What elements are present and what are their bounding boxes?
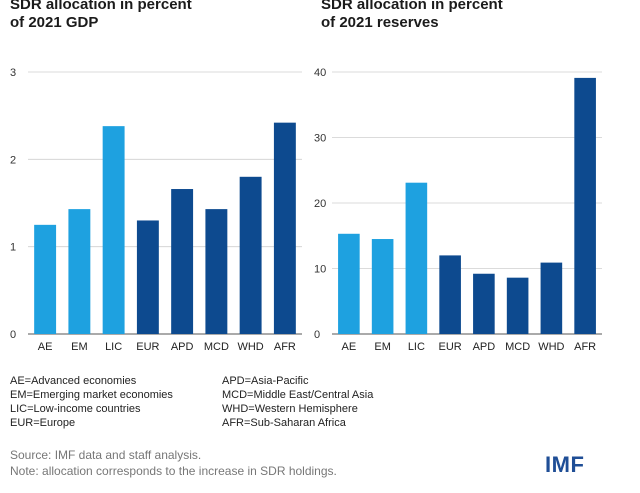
chart-title-gdp-line-1: SDR allocation in percent: [10, 0, 192, 13]
gdp-y-tick-label: 2: [10, 154, 16, 166]
reserves-y-tick-label: 40: [314, 67, 326, 79]
chart-title-gdp-line-2: of 2021 GDP: [10, 14, 99, 31]
chart-title-reserves-line-1: SDR allocation in percent: [321, 0, 503, 13]
reserves-bar-em: [371, 239, 394, 334]
reserves-x-tick-label: AE: [342, 341, 357, 353]
gdp-x-tick-label: EUR: [136, 341, 159, 353]
charts-canvas: 0 1 2 3 AE EM LIC EUR APD MCD WHD AFR 0 10 20 30 40 AE EM…: [10, 67, 602, 353]
reserves-x-tick-label: EUR: [439, 341, 462, 353]
legend-entry-whd: WHD=Western Hemisphere: [222, 403, 358, 415]
gdp-x-tick-label: EM: [71, 341, 88, 353]
reserves-y-tick-label: 10: [314, 264, 326, 276]
gdp-bar-eur: [136, 220, 159, 334]
reserves-x-tick-label: MCD: [505, 341, 530, 353]
gdp-bar-mcd: [205, 209, 228, 334]
legend-entry-ae: AE=Advanced economies: [10, 375, 137, 387]
legend-entry-apd: APD=Asia-Pacific: [222, 375, 309, 387]
gdp-y-tick-label: 3: [10, 67, 16, 79]
allocation-note: Note: allocation corresponds to the incr…: [10, 464, 337, 478]
gdp-x-tick-label: LIC: [105, 341, 122, 353]
gdp-bar-apd: [171, 189, 194, 334]
reserves-y-tick-label: 20: [314, 198, 326, 210]
reserves-x-tick-label: AFR: [574, 341, 596, 353]
legend-left: AE=Advanced economies EM=Emerging market…: [10, 374, 173, 430]
reserves-y-tick-label: 30: [314, 133, 326, 145]
reserves-x-tick-label: EM: [374, 341, 391, 353]
reserves-bar-whd: [540, 262, 563, 334]
gdp-y-tick-label: 0: [10, 329, 16, 341]
gdp-x-tick-label: WHD: [237, 341, 263, 353]
chart-title-reserves: SDR allocation in percent of 2021 reserv…: [321, 0, 503, 32]
gdp-bar-afr: [273, 122, 296, 334]
gdp-x-tick-label: APD: [171, 341, 194, 353]
reserves-bar-apd: [473, 273, 495, 334]
gdp-x-tick-label: MCD: [204, 341, 229, 353]
legend-entry-lic: LIC=Low-income countries: [10, 403, 141, 415]
gdp-x-tick-label: AFR: [274, 341, 296, 353]
reserves-bar-ae: [338, 233, 360, 334]
gdp-y-tick-label: 1: [10, 242, 16, 254]
source-note: Source: IMF data and staff analysis.: [10, 448, 202, 462]
chart-title-gdp: SDR allocation in percent of 2021 GDP: [10, 0, 192, 32]
gdp-bar-lic: [102, 126, 125, 334]
legend-entry-em: EM=Emerging market economies: [10, 389, 173, 401]
legend-entry-afr: AFR=Sub-Saharan Africa: [222, 417, 346, 429]
reserves-x-tick-label: APD: [473, 341, 496, 353]
gdp-x-tick-label: AE: [38, 341, 53, 353]
reserves-bar-lic: [405, 182, 428, 334]
legend-entry-mcd: MCD=Middle East/Central Asia: [222, 389, 374, 401]
reserves-y-tick-label: 0: [314, 329, 320, 341]
reserves-x-tick-label: LIC: [408, 341, 425, 353]
reserves-bar-afr: [574, 77, 596, 335]
gdp-bar-ae: [34, 224, 57, 334]
legend-entry-eur: EUR=Europe: [10, 417, 76, 429]
reserves-bar-mcd: [506, 277, 529, 334]
gdp-bar-whd: [239, 176, 262, 334]
reserves-bar-eur: [439, 255, 461, 334]
bar-chart-reserves: 0 10 20 30 40 AE EM LIC EUR APD MCD WHD AFR: [314, 67, 602, 353]
bar-chart-gdp: 0 1 2 3 AE EM LIC EUR APD MCD WHD AFR: [10, 67, 302, 353]
imf-logo: IMF: [545, 452, 585, 477]
chart-title-reserves-line-2: of 2021 reserves: [321, 14, 439, 31]
reserves-x-tick-label: WHD: [538, 341, 564, 353]
gdp-bar-em: [68, 209, 91, 334]
legend-right: APD=Asia-Pacific MCD=Middle East/Central…: [222, 374, 373, 430]
